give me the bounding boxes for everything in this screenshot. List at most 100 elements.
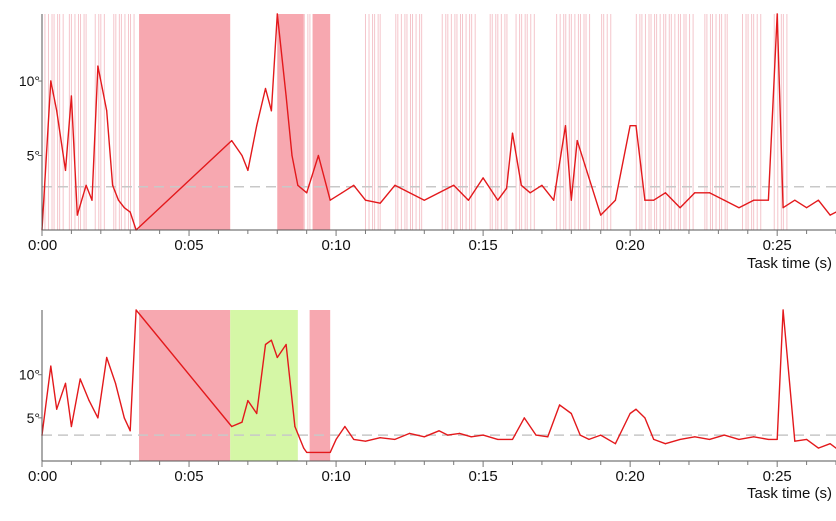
x-tick-label: 0:15 (469, 237, 498, 254)
highlight-interval-pink (312, 14, 331, 230)
data-point (123, 207, 125, 209)
data-point (679, 207, 681, 209)
data-point (88, 400, 90, 402)
data-point (506, 187, 508, 189)
data-point (379, 437, 381, 439)
data-point (570, 412, 572, 415)
data-point (270, 110, 272, 112)
data-point (497, 438, 499, 441)
y-tick-label: 5° (27, 410, 40, 426)
flicker-region (68, 14, 87, 230)
data-point (106, 356, 108, 359)
data-point (529, 192, 531, 194)
data-point (91, 199, 93, 201)
data-point (564, 125, 567, 127)
data-point (753, 199, 755, 201)
data-point (423, 436, 425, 438)
data-point (241, 421, 243, 423)
data-point (364, 440, 367, 442)
data-point (56, 408, 58, 410)
data-point (408, 192, 411, 194)
data-point (285, 95, 287, 97)
data-point (694, 192, 696, 194)
data-point (97, 65, 99, 67)
data-point (353, 438, 355, 441)
flicker-region (364, 14, 381, 230)
data-point (723, 434, 725, 436)
flicker-region (556, 14, 591, 230)
x-tick-label: 0:25 (763, 237, 792, 254)
data-point (56, 110, 58, 112)
data-point (497, 199, 499, 201)
data-point (438, 192, 440, 194)
data-point (553, 199, 555, 201)
data-point (588, 438, 590, 441)
data-point (423, 199, 425, 201)
flicker-region (704, 14, 728, 230)
data-point (317, 154, 320, 157)
highlight-interval-pink (139, 310, 231, 461)
data-point (264, 87, 267, 90)
data-point (111, 184, 114, 186)
data-point (679, 438, 681, 441)
flicker-region (489, 14, 508, 230)
x-tick-label: 0:05 (174, 237, 203, 254)
data-point (644, 417, 646, 419)
data-point (738, 438, 740, 441)
data-point (453, 184, 455, 186)
chart-panel-2: 0:00 0:05 0:10 0:15 0:20 0:25 5° 10° Task time (… (19, 309, 836, 502)
data-point (394, 438, 396, 441)
data-point (135, 309, 137, 311)
data-point (276, 13, 278, 15)
data-point (523, 417, 525, 419)
data-point (753, 436, 755, 438)
flicker-region (601, 14, 612, 230)
series-points (41, 309, 836, 453)
data-point (353, 184, 355, 186)
data-point (341, 192, 343, 194)
data-point (70, 95, 73, 97)
data-point (653, 438, 655, 441)
highlight-interval-green (230, 310, 298, 461)
x-tick-label: 0:10 (321, 468, 350, 485)
data-point (629, 125, 631, 127)
data-point (231, 140, 233, 142)
data-point (438, 430, 440, 432)
data-point (117, 199, 120, 201)
data-point (635, 408, 637, 410)
data-point (306, 192, 308, 194)
data-point (70, 425, 73, 428)
data-point (794, 199, 796, 201)
data-point (776, 438, 778, 441)
data-point (470, 436, 472, 438)
flicker-region (741, 14, 762, 230)
data-point (379, 202, 381, 204)
flicker-region (44, 14, 64, 230)
data-point (85, 184, 87, 186)
data-point (614, 443, 617, 445)
data-point (570, 199, 572, 201)
data-point (329, 199, 331, 201)
data-point (50, 365, 52, 367)
data-point (829, 443, 831, 445)
data-point (805, 438, 808, 441)
data-point (547, 436, 549, 438)
data-point (458, 432, 461, 434)
data-point (447, 434, 449, 436)
data-point (114, 382, 117, 384)
data-point (817, 199, 819, 201)
data-point (723, 199, 725, 201)
data-point (408, 432, 411, 434)
x-tick-label: 0:25 (763, 468, 792, 485)
data-point (644, 199, 646, 201)
data-point (285, 343, 287, 346)
data-point (520, 184, 522, 186)
data-point (558, 404, 561, 406)
data-point (829, 214, 831, 216)
data-point (76, 214, 78, 216)
data-point (708, 192, 711, 194)
highlight-interval-pink (309, 310, 331, 461)
x-axis-title: Task time (s) (747, 485, 832, 502)
